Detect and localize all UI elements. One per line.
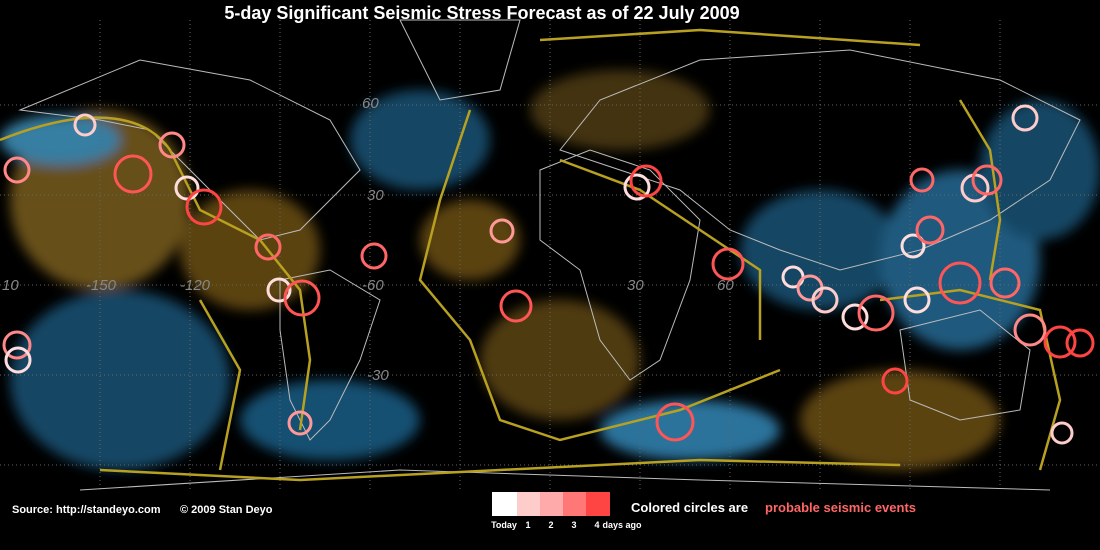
legend-label: Today	[491, 520, 517, 530]
event-ring	[629, 164, 663, 198]
event-ring	[185, 188, 223, 226]
event-ring	[915, 215, 945, 245]
event-ring	[1011, 104, 1039, 132]
grid-label: 30	[627, 277, 644, 294]
event-ring	[903, 286, 931, 314]
copyright: © 2009 Stan Deyo	[180, 504, 273, 516]
event-ring	[711, 247, 745, 281]
event-ring	[2, 330, 32, 360]
event-ring	[254, 233, 282, 261]
event-ring	[4, 346, 32, 374]
event-ring	[113, 154, 153, 194]
source: Source: http://standeyo.com	[12, 504, 161, 516]
legend-label: 4	[594, 520, 599, 530]
event-rings	[2, 104, 1095, 445]
legend-swatch	[517, 492, 540, 516]
event-ring	[1065, 328, 1095, 358]
legend-swatch	[492, 492, 517, 516]
event-ring	[971, 164, 1003, 196]
event-ring	[623, 173, 651, 201]
event-ring	[3, 156, 31, 184]
grid-label: 30	[367, 187, 384, 204]
event-ring	[266, 277, 292, 303]
event-ring	[989, 267, 1021, 299]
legend-label: 1	[525, 520, 530, 530]
event-ring	[174, 175, 200, 201]
note: Colored circles are	[631, 500, 748, 515]
event-ring	[909, 167, 935, 193]
event-ring	[938, 261, 982, 305]
event-ring	[900, 233, 926, 259]
graticule	[0, 20, 1100, 490]
legend-swatch	[540, 492, 563, 516]
event-ring	[841, 303, 869, 331]
legend-label: 3	[571, 520, 576, 530]
grid-labels: 10 -150 -120 -60 30 60 30 -30 60	[2, 95, 734, 384]
grid-label: -150	[86, 277, 117, 294]
event-ring	[1013, 313, 1047, 347]
grid-label: 60	[362, 95, 379, 112]
event-ring	[499, 289, 533, 323]
map: 10 -150 -120 -60 30 60 30 -30 60	[0, 19, 1100, 491]
event-ring	[811, 286, 839, 314]
event-ring	[881, 367, 909, 395]
stress-field	[0, 70, 1100, 470]
event-ring	[283, 279, 321, 317]
legend: Today 1 2 3 4 days ago	[491, 492, 642, 530]
legend-swatch	[563, 492, 586, 516]
grid-label: 60	[717, 277, 734, 294]
grid-label: -30	[367, 367, 389, 384]
event-ring	[489, 218, 515, 244]
event-ring	[73, 113, 97, 137]
event-ring	[287, 410, 313, 436]
grid-label: 10	[2, 277, 19, 294]
grid-label: -60	[362, 277, 384, 294]
legend-label: 2	[548, 520, 553, 530]
legend-swatch	[586, 492, 610, 516]
event-ring	[360, 242, 388, 270]
grid-label: -120	[180, 277, 211, 294]
event-ring	[1050, 421, 1074, 445]
legend-unit: days ago	[602, 520, 642, 530]
event-ring	[1043, 325, 1077, 359]
event-ring	[655, 402, 695, 442]
note-highlight: probable seismic events	[765, 500, 916, 515]
event-ring	[857, 294, 895, 332]
event-ring	[158, 131, 186, 159]
title: 5-day Significant Seismic Stress Forecas…	[224, 3, 739, 23]
